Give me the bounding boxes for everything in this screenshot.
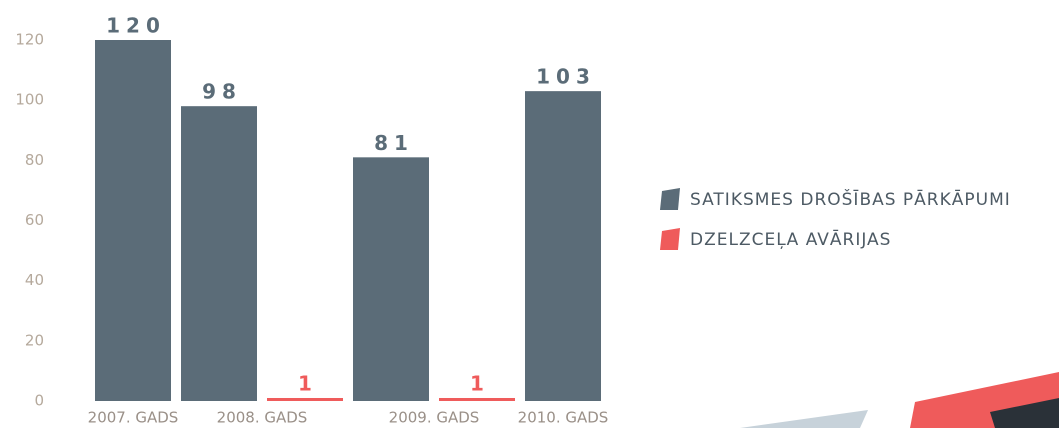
bar: [95, 40, 171, 401]
x-tick-label: 2010. GADS: [518, 409, 609, 427]
x-tick-label: 2007. GADS: [88, 409, 179, 427]
value-label: 1: [470, 371, 490, 395]
y-tick-label: 0: [34, 392, 44, 410]
bar: [525, 91, 601, 401]
y-tick-label: 40: [25, 271, 44, 289]
y-tick-label: 20: [25, 331, 44, 349]
value-label: 98: [202, 80, 242, 104]
y-tick-label: 60: [25, 211, 44, 229]
y-tick-label: 80: [25, 151, 44, 169]
y-tick-label: 100: [15, 91, 44, 109]
bar: [353, 157, 429, 401]
value-label: 81: [374, 131, 414, 155]
value-label: 1: [298, 371, 318, 395]
legend-swatch: [660, 188, 680, 210]
page: {"chart_data": {"type": "bar", "categori…: [0, 0, 1059, 428]
legend-swatch: [660, 228, 680, 250]
bar: [181, 106, 257, 401]
legend-label: DZELZCEĻA AVĀRIJAS: [690, 228, 891, 250]
x-tick-label: 2008. GADS: [217, 409, 308, 427]
value-label: 103: [536, 65, 596, 89]
value-label: 120: [106, 14, 166, 38]
decor-shape: [740, 410, 868, 428]
bar: [267, 398, 343, 401]
legend-label: SATIKSMES DROŠĪBAS PĀRKĀPUMI: [690, 188, 1011, 210]
bar: [439, 398, 515, 401]
y-tick-label: 120: [15, 31, 44, 49]
chart: 0 20 40 60 80 100 120 120 2007. GADS 98 1 2008. GAD…: [0, 0, 1059, 428]
x-tick-label: 2009. GADS: [389, 409, 480, 427]
